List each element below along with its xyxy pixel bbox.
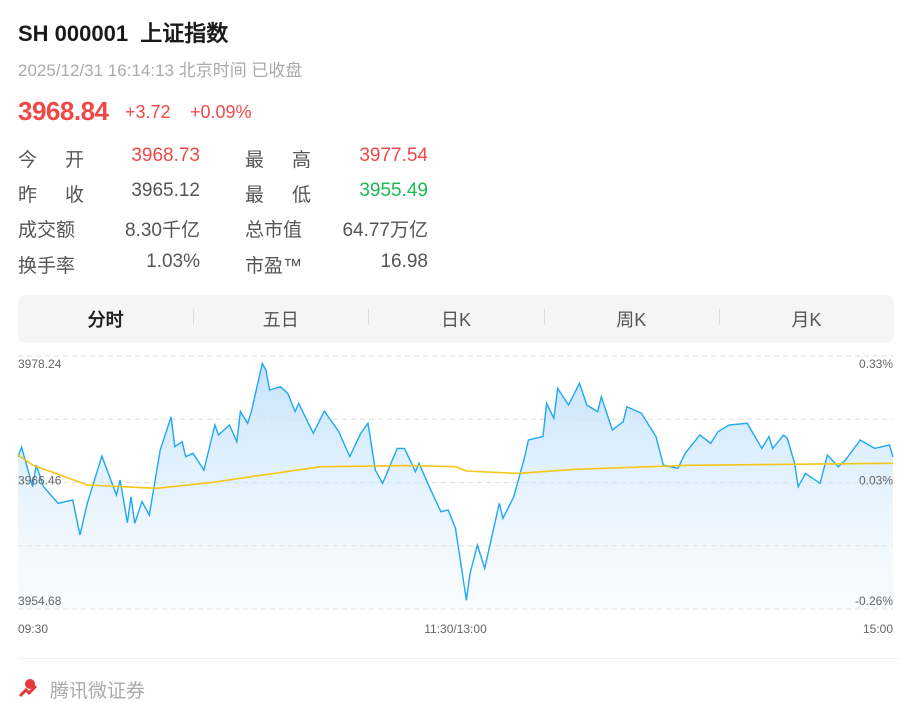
tab-1[interactable]: 五日 <box>193 306 368 332</box>
stat-label: 昨收 <box>18 185 84 206</box>
stat-value: 8.30千亿 <box>125 220 200 241</box>
stat-value: 3968.73 <box>131 145 200 166</box>
price-change-pct: +0.09% <box>190 102 252 122</box>
tab-2[interactable]: 日K <box>368 306 543 332</box>
period-tabs: 分时 五日 日K 周K 月K <box>18 295 894 343</box>
x-tick-label: 09:30 <box>18 622 48 636</box>
x-tick-label: 11:30/13:00 <box>424 622 487 636</box>
tab-0[interactable]: 分时 <box>87 310 124 330</box>
y-tick-label: 3954.68 <box>18 594 62 608</box>
pct-tick-label: 0.03% <box>859 474 893 488</box>
stat-label: 市盈™ <box>245 256 303 277</box>
stat-label: 最高 <box>245 150 311 171</box>
tencent-securities-logo-icon <box>18 679 38 698</box>
tab-3[interactable]: 周K <box>543 306 719 332</box>
stat-label: 成交额 <box>18 220 76 241</box>
stat-label: 总市值 <box>245 220 303 241</box>
price-change: +3.72 <box>125 102 171 122</box>
timestamp-status: 2025/12/31 16:14:13 北京时间 已收盘 <box>18 61 303 80</box>
stat-label: 换手率 <box>18 256 76 277</box>
x-tick-label: 15:00 <box>863 622 893 636</box>
current-price: 3968.84 <box>18 96 109 126</box>
price-area <box>18 363 893 609</box>
stat-value: 64.77万亿 <box>342 220 428 241</box>
stat-label: 最低 <box>245 185 311 206</box>
stat-value: 16.98 <box>380 251 428 272</box>
intraday-chart: 3978.24 3966.46 3954.68 0.33% 0.03% -0.26% 09:… <box>17 355 894 636</box>
stock-title: SH 000001 上证指数 <box>18 21 229 46</box>
stat-label: 今开 <box>18 150 84 171</box>
y-tick-label: 3966.46 <box>18 474 62 488</box>
divider <box>18 658 900 659</box>
stat-value: 3977.54 <box>359 145 428 166</box>
stat-value: 1.03% <box>146 251 200 272</box>
y-tick-label: 3978.24 <box>18 357 62 371</box>
average-line <box>17 454 894 490</box>
pct-tick-label: 0.33% <box>859 357 893 371</box>
stat-value: 3955.49 <box>359 180 428 201</box>
price-line <box>17 361 894 601</box>
pct-tick-label: -0.26% <box>855 594 893 608</box>
tab-4[interactable]: 月K <box>718 306 894 332</box>
footer-brand: 腾讯微证券 <box>50 681 146 702</box>
stat-value: 3965.12 <box>131 180 200 201</box>
